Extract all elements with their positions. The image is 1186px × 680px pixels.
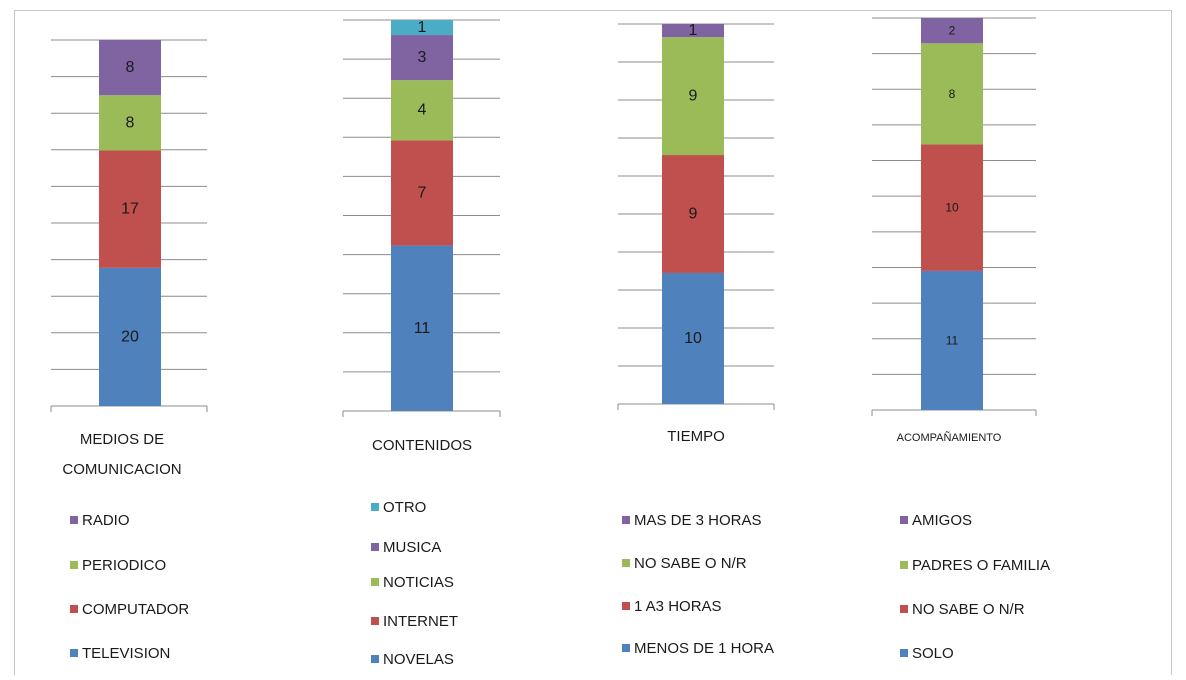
- legend-label: NO SABE O N/R: [912, 601, 1025, 618]
- bar-segment: [662, 272, 724, 404]
- legend-swatch: [70, 516, 78, 524]
- x-axis-category-label: CONTENIDOS: [372, 437, 472, 454]
- legend-label: SOLO: [912, 645, 954, 662]
- bar-segment: [391, 20, 453, 36]
- data-label: 1: [418, 19, 427, 36]
- data-label: 10: [684, 330, 702, 347]
- legend-label: PERIODICO: [82, 557, 166, 574]
- bar-segment: [99, 40, 161, 96]
- data-label: 9: [689, 206, 698, 223]
- bar-segment: [99, 267, 161, 406]
- data-label: 2: [949, 24, 956, 38]
- legend-label: NOVELAS: [383, 651, 454, 668]
- legend-label: OTRO: [383, 499, 426, 516]
- legend-swatch: [622, 602, 630, 610]
- legend-swatch: [622, 559, 630, 567]
- legend-label: NOTICIAS: [383, 574, 454, 591]
- legend-swatch: [622, 644, 630, 652]
- data-label: 11: [414, 320, 431, 337]
- bar-segment: [921, 144, 983, 271]
- data-label: 17: [121, 201, 139, 218]
- bar-segment: [662, 24, 724, 38]
- legend-label: AMIGOS: [912, 512, 972, 529]
- bar-segment: [662, 37, 724, 156]
- x-axis-category-label: COMUNICACION: [62, 461, 181, 478]
- legend-label: NO SABE O N/R: [634, 555, 747, 572]
- bar-segment: [99, 95, 161, 151]
- legend-swatch: [900, 561, 908, 569]
- bar-segment: [921, 270, 983, 410]
- data-label: 7: [418, 184, 427, 201]
- bar-segment: [99, 150, 161, 268]
- legend-label: RADIO: [82, 512, 130, 529]
- legend-swatch: [371, 543, 379, 551]
- legend-swatch: [70, 561, 78, 569]
- legend-swatch: [371, 617, 379, 625]
- bar-segment: [391, 140, 453, 246]
- data-label: 10: [945, 201, 959, 215]
- legend-swatch: [70, 649, 78, 657]
- legend-label: TELEVISION: [82, 645, 170, 662]
- legend-label: 1 A3 HORAS: [634, 598, 722, 615]
- legend-swatch: [622, 516, 630, 524]
- legend-label: MENOS DE 1 HORA: [634, 640, 774, 657]
- data-label: 11: [946, 333, 959, 347]
- legend-label: PADRES O FAMILIA: [912, 557, 1050, 574]
- bar-segment: [391, 80, 453, 141]
- bar-segment: [921, 18, 983, 44]
- data-label: 9: [689, 88, 698, 105]
- x-axis-category-label: TIEMPO: [667, 428, 725, 445]
- bar-segment: [391, 35, 453, 81]
- data-label: 8: [126, 114, 135, 131]
- legend-label: COMPUTADOR: [82, 601, 189, 618]
- data-label: 3: [418, 49, 427, 66]
- legend-swatch: [371, 655, 379, 663]
- legend-swatch: [900, 516, 908, 524]
- data-label: 20: [121, 328, 139, 345]
- x-axis-category-label: ACOMPAÑAMIENTO: [897, 431, 1002, 444]
- bar-segment: [921, 43, 983, 145]
- legend-swatch: [70, 605, 78, 613]
- legend-swatch: [371, 503, 379, 511]
- bar-segment: [391, 245, 453, 411]
- legend-swatch: [371, 578, 379, 586]
- chart-frame: [14, 10, 1172, 675]
- legend-swatch: [900, 649, 908, 657]
- data-label: 8: [126, 59, 135, 76]
- data-label: 1: [689, 22, 698, 39]
- data-label: 4: [418, 102, 427, 119]
- bar-segment: [662, 155, 724, 273]
- legend-label: MAS DE 3 HORAS: [634, 512, 762, 529]
- legend-swatch: [900, 605, 908, 613]
- x-axis-category-label: MEDIOS DE: [80, 431, 164, 448]
- legend-label: MUSICA: [383, 539, 441, 556]
- data-label: 8: [949, 87, 956, 101]
- legend-label: INTERNET: [383, 613, 458, 630]
